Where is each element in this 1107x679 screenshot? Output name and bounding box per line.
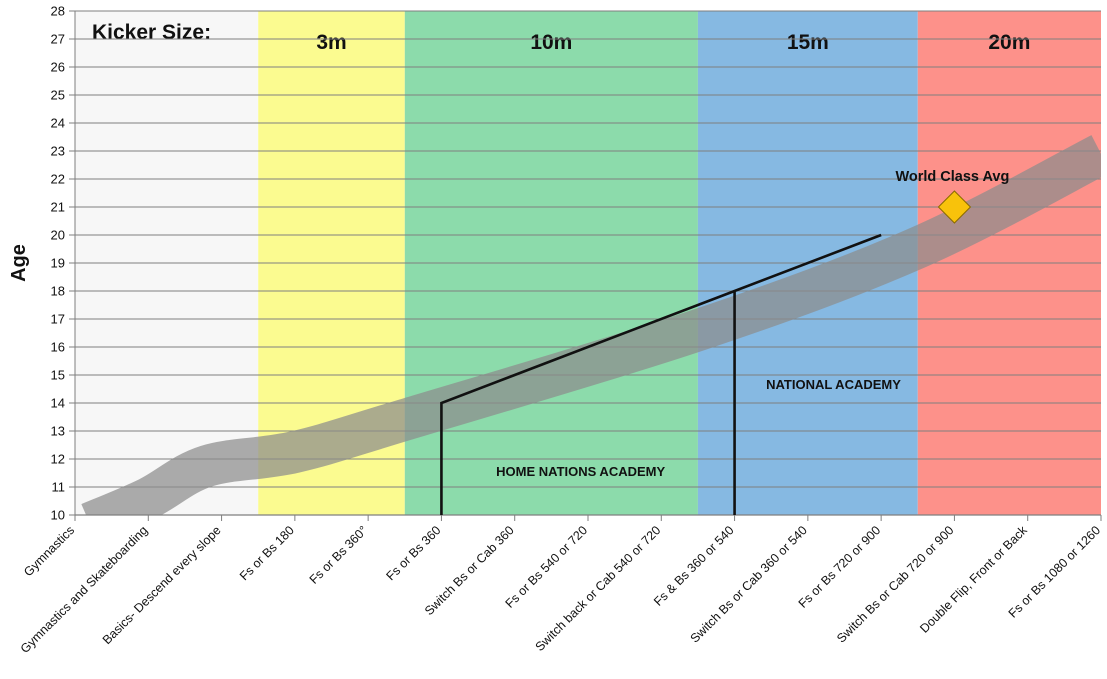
category-label: Fs or Bs 360 [384, 523, 444, 583]
kicker-zone-label: 15m [787, 31, 829, 54]
y-tick-label: 10 [51, 508, 65, 523]
y-tick-label: 17 [51, 312, 65, 327]
kicker-zone-label: 3m [316, 31, 346, 54]
category-label: Switch Bs or Cab 720 or 900 [834, 523, 956, 645]
chart-labels: HOME NATIONS ACADEMY NATIONAL ACADEMY Worl… [8, 169, 1009, 479]
category-label: Fs or Bs 540 or 720 [503, 523, 591, 611]
kicker-zone-label: 20m [988, 31, 1030, 54]
y-tick-label: 20 [51, 228, 65, 243]
y-tick-label: 26 [51, 60, 65, 75]
y-tick-label: 11 [52, 480, 66, 495]
world-class-marker [937, 190, 972, 224]
progression-band-path [81, 135, 1101, 515]
y-tick-label: 15 [51, 368, 65, 383]
kicker-size-label: Kicker Size: [92, 21, 211, 44]
progression-band [81, 135, 1101, 515]
y-tick-label: 19 [51, 256, 65, 271]
y-tick-label: 21 [51, 200, 65, 215]
category-label: Gymnastics [21, 523, 77, 579]
category-label: Switch Bs or Cab 360 or 540 [688, 523, 810, 645]
pathway-lines [440, 233, 882, 515]
y-axis-label: Age [8, 244, 30, 282]
category-label: Gymnastics and Skateboarding [18, 523, 151, 656]
category-label: Fs & Bs 360 or 540 [651, 523, 737, 609]
y-tick-label: 27 [51, 32, 65, 47]
y-tick-label: 12 [51, 452, 65, 467]
category-label: Fs or Bs 180 [237, 523, 297, 583]
pathway-annotation: HOME NATIONS ACADEMY [496, 464, 665, 479]
y-tick-label: 23 [51, 144, 65, 159]
y-tick-label: 28 [51, 4, 65, 19]
category-label: Fs or Bs 720 or 900 [796, 523, 884, 611]
y-tick-label: 22 [51, 172, 65, 187]
world-class-label: World Class Avg [895, 169, 1009, 185]
kicker-zone-label: 10m [530, 31, 572, 54]
pathway-annotation: NATIONAL ACADEMY [766, 377, 901, 392]
category-label: Basics- Descend every slope [100, 523, 224, 647]
y-tick-label: 25 [51, 88, 65, 103]
pathway-line [440, 233, 882, 515]
y-tick-label: 13 [51, 424, 65, 439]
y-tick-label: 18 [51, 284, 65, 299]
category-label: Switch back or Cab 540 or 720 [533, 523, 664, 654]
y-tick-label: 16 [51, 340, 65, 355]
category-label: Fs or Bs 360° [307, 523, 371, 587]
y-tick-label: 14 [51, 396, 65, 411]
y-tick-label: 24 [51, 116, 65, 131]
